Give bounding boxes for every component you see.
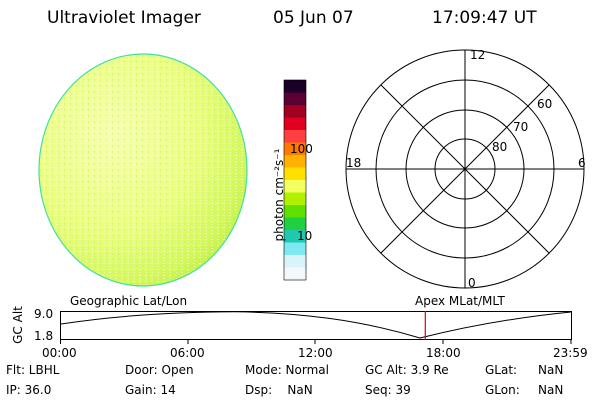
mlt-label-18: 18 xyxy=(346,156,362,170)
gc-alt-ymin: 1.8 xyxy=(34,329,54,343)
geo-label: Geographic Lat/Lon xyxy=(70,294,188,308)
gc-alt-ymax: 9.0 xyxy=(34,307,54,321)
colorbar-label: photon cm⁻²s⁻¹ xyxy=(272,148,286,242)
colorbar xyxy=(283,79,307,281)
mode-info: Mode: Normal xyxy=(245,363,329,377)
gc-alt-axis-title: GC Alt xyxy=(11,306,25,344)
colorbar-band xyxy=(284,105,306,118)
x-tick-1800: 18:00 xyxy=(426,346,461,360)
colorbar-band xyxy=(284,142,306,156)
colorbar-band xyxy=(284,255,306,268)
colorbar-band xyxy=(284,130,306,143)
altitude-timeline xyxy=(60,311,572,344)
colorbar-band xyxy=(284,267,306,281)
gc-alt-info: GC Alt: 3.9 Re xyxy=(365,363,449,377)
colorbar-band xyxy=(284,205,306,218)
polar-plot xyxy=(345,49,585,289)
glat-label: GLat: xyxy=(485,363,518,377)
seq-info: Seq: 39 xyxy=(365,383,411,397)
glat-value: NaN xyxy=(538,363,564,377)
x-tick-0600: 06:00 xyxy=(170,346,205,360)
colorbar-band xyxy=(284,242,306,256)
date-label: 05 Jun 07 xyxy=(273,8,354,28)
colorbar-band xyxy=(284,92,306,106)
lat-label-80: 80 xyxy=(492,140,508,154)
x-tick-2359: 23:59 xyxy=(553,346,588,360)
colorbar-band xyxy=(284,80,306,93)
dsp-info: Dsp: NaN xyxy=(245,383,313,397)
ip-info: IP: 36.0 xyxy=(6,383,52,397)
filter-info: Flt: LBHL xyxy=(6,363,60,377)
colorbar-band xyxy=(284,217,306,231)
mlt-label-12: 12 xyxy=(470,48,486,62)
colorbar-tick-10: 10 xyxy=(297,229,313,243)
instrument-title: Ultraviolet Imager xyxy=(47,8,201,28)
gain-info: Gain: 14 xyxy=(125,383,176,397)
colorbar-band xyxy=(284,192,306,206)
door-info: Door: Open xyxy=(125,363,194,377)
mlt-label-0: 0 xyxy=(468,276,476,290)
lat-label-70: 70 xyxy=(513,120,529,134)
colorbar-band xyxy=(284,167,306,181)
colorbar-band xyxy=(284,180,306,193)
apex-label: Apex MLat/MLT xyxy=(415,294,505,308)
altitude-curve xyxy=(60,311,572,339)
glon-value: NaN xyxy=(538,383,564,397)
time-label: 17:09:47 UT xyxy=(432,8,537,28)
uv-image xyxy=(38,53,248,287)
x-tick-1200: 12:00 xyxy=(298,346,333,360)
x-tick-0000: 00:00 xyxy=(42,346,77,360)
colorbar-band xyxy=(284,230,306,243)
colorbar-tick-100: 100 xyxy=(290,142,313,156)
mlt-label-6: 6 xyxy=(578,156,586,170)
colorbar-band xyxy=(284,117,306,131)
lat-label-60: 60 xyxy=(537,97,553,111)
glon-label: GLon: xyxy=(485,383,520,397)
colorbar-band xyxy=(284,155,306,168)
